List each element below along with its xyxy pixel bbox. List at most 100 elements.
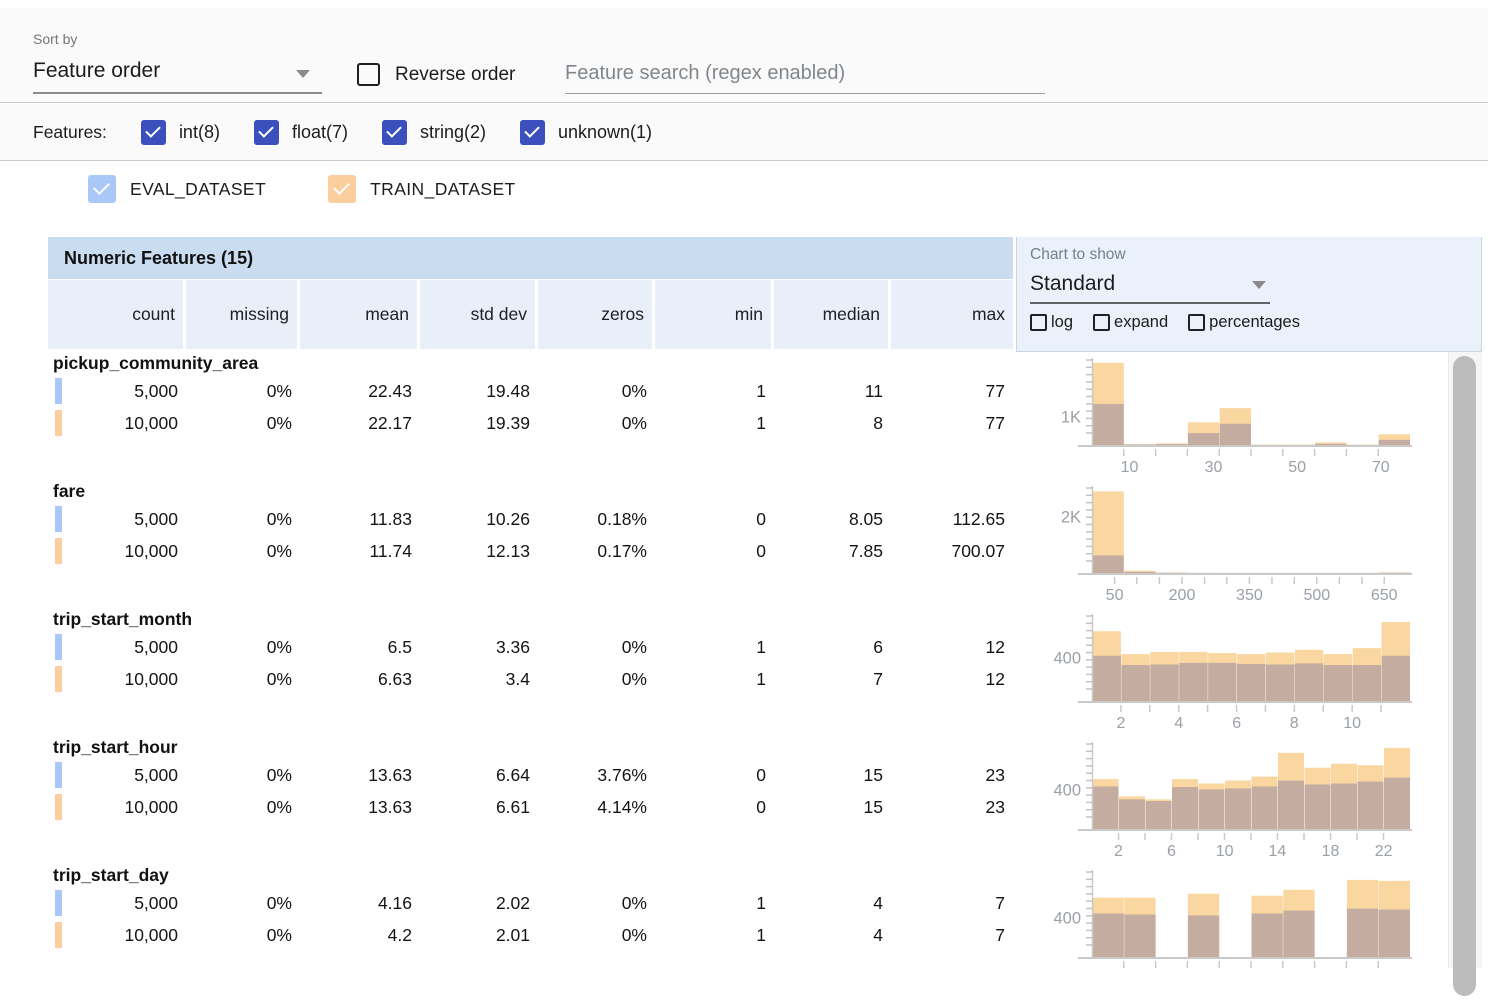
table-cell: 0.17% [538, 541, 655, 562]
feature-type-filter-float[interactable]: float(7) [254, 120, 348, 145]
table-cell: 6 [774, 637, 891, 658]
chart-to-show-label: Chart to show [1030, 246, 1481, 264]
sort-order-value: Feature order [33, 54, 322, 88]
table-cell: 3.76% [538, 765, 655, 786]
checkbox-checked-icon[interactable] [520, 120, 545, 145]
feature-type-filter-bar: Features: int(8) float(7) string(2) unknown… [0, 104, 1488, 161]
x-axis-tick-label: 500 [1303, 587, 1330, 604]
feature-type-filter-unknown[interactable]: unknown(1) [520, 120, 652, 145]
chevron-down-icon [1252, 281, 1266, 289]
x-axis-tick-label: 14 [1268, 843, 1286, 860]
percentages-checkbox[interactable] [1188, 314, 1205, 331]
histogram-fare: 2K50200350500650 [1016, 483, 1482, 611]
features-label: Features: [33, 122, 107, 143]
table-cell: 0% [186, 797, 300, 818]
filter-label: unknown(1) [558, 122, 652, 143]
table-cell: 15 [774, 765, 891, 786]
feature-type-filter-int[interactable]: int(8) [141, 120, 220, 145]
expand-checkbox[interactable] [1093, 314, 1110, 331]
filter-label: string(2) [420, 122, 486, 143]
checkbox-checked-icon[interactable] [328, 175, 356, 203]
table-cell: 2.01 [420, 925, 538, 946]
table-cell: 8.05 [774, 509, 891, 530]
table-cell: 15 [774, 797, 891, 818]
table-cell: 5,000 [48, 509, 186, 530]
table-cell: 11.74 [300, 541, 420, 562]
train-dataset-marker [55, 538, 62, 564]
chart-option-log[interactable]: log [1030, 313, 1073, 332]
search-input[interactable] [565, 54, 1045, 94]
table-cell: 0% [186, 541, 300, 562]
chart-option-expand[interactable]: expand [1093, 313, 1168, 332]
checkbox-checked-icon[interactable] [382, 120, 407, 145]
reverse-order-checkbox[interactable] [357, 63, 380, 86]
vertical-scrollbar [1448, 352, 1482, 968]
eval-dataset-marker [55, 762, 62, 788]
chart-type-select[interactable]: Standard [1030, 268, 1270, 304]
chart-controls-panel: Chart to show Standard log expand percenta… [1016, 237, 1482, 352]
x-axis-tick-label: 2 [1114, 843, 1123, 860]
x-axis-tick-label: 50 [1106, 587, 1124, 604]
table-cell: 0 [655, 765, 774, 786]
train-dataset-marker [55, 410, 62, 436]
feature-name: trip_start_day [48, 861, 1013, 887]
sort-by-label: Sort by [33, 31, 77, 47]
table-cell: 6.61 [420, 797, 538, 818]
log-checkbox[interactable] [1030, 314, 1047, 331]
reverse-order-control[interactable]: Reverse order [357, 63, 515, 86]
table-cell: 4 [774, 893, 891, 914]
table-cell: 77 [891, 381, 1013, 402]
chart-option-label: log [1051, 313, 1073, 332]
x-axis-tick-label: 6 [1232, 715, 1241, 732]
table-cell: 7 [891, 893, 1013, 914]
x-axis-tick-label: 30 [1205, 459, 1223, 476]
table-row: 10,0000%13.636.614.14%01523 [48, 791, 1013, 823]
histogram-chart: 4002610141822 [1016, 739, 1482, 867]
x-axis-tick-label: 22 [1375, 843, 1393, 860]
histogram-chart: 1K10305070 [1016, 355, 1482, 483]
table-cell: 1 [655, 669, 774, 690]
column-header: median [774, 280, 891, 349]
y-axis-label: 400 [1053, 781, 1081, 799]
checkbox-checked-icon[interactable] [141, 120, 166, 145]
feature-search [565, 54, 1045, 94]
table-cell: 10,000 [48, 925, 186, 946]
table-cell: 1 [655, 413, 774, 434]
chart-option-percentages[interactable]: percentages [1188, 313, 1300, 332]
charts-column: Chart to show Standard log expand percenta… [1016, 237, 1482, 995]
checkbox-checked-icon[interactable] [254, 120, 279, 145]
table-cell: 12.13 [420, 541, 538, 562]
table-cell: 5,000 [48, 765, 186, 786]
table-cell: 1 [655, 893, 774, 914]
histogram-trip_start_hour: 4002610141822 [1016, 739, 1482, 867]
table-row: 5,0000%11.8310.260.18%08.05112.65 [48, 503, 1013, 535]
x-axis-tick-label: 10 [1216, 843, 1234, 860]
table-cell: 700.07 [891, 541, 1013, 562]
checkbox-checked-icon[interactable] [88, 175, 116, 203]
table-cell: 0% [186, 413, 300, 434]
eval-dataset-marker [55, 378, 62, 404]
table-cell: 11.83 [300, 509, 420, 530]
table-cell: 4.16 [300, 893, 420, 914]
x-axis-tick-label: 10 [1121, 459, 1139, 476]
dataset-toggle-train_dataset[interactable]: TRAIN_DATASET [328, 175, 516, 203]
dataset-toggle-eval_dataset[interactable]: EVAL_DATASET [88, 175, 266, 203]
filter-label: int(8) [179, 122, 220, 143]
table-cell: 8 [774, 413, 891, 434]
x-axis-tick-label: 200 [1169, 587, 1196, 604]
table-cell: 7 [774, 669, 891, 690]
histogram-chart: 400246810 [1016, 611, 1482, 739]
train-dataset-marker [55, 794, 62, 820]
chart-type-value: Standard [1030, 268, 1270, 300]
reverse-order-label: Reverse order [395, 64, 515, 86]
histogram-trip_start_month: 400246810 [1016, 611, 1482, 739]
table-cell: 19.48 [420, 381, 538, 402]
table-cell: 0.18% [538, 509, 655, 530]
table-cell: 0% [186, 893, 300, 914]
feature-type-filter-string[interactable]: string(2) [382, 120, 486, 145]
table-cell: 23 [891, 797, 1013, 818]
sort-order-select[interactable]: Feature order [33, 54, 322, 94]
table-cell: 0% [186, 669, 300, 690]
scrollbar-thumb[interactable] [1453, 356, 1476, 996]
column-header: count [48, 280, 186, 349]
